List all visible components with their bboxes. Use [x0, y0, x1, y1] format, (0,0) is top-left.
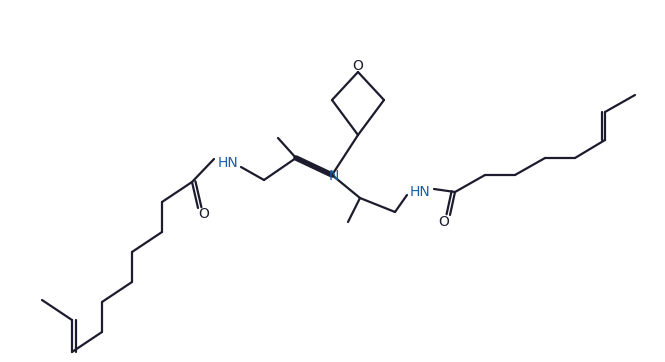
Text: O: O — [352, 59, 364, 73]
Text: O: O — [199, 207, 209, 221]
Text: N: N — [329, 169, 339, 183]
Text: HN: HN — [217, 156, 238, 170]
Text: HN: HN — [410, 185, 430, 199]
Text: O: O — [438, 215, 450, 229]
